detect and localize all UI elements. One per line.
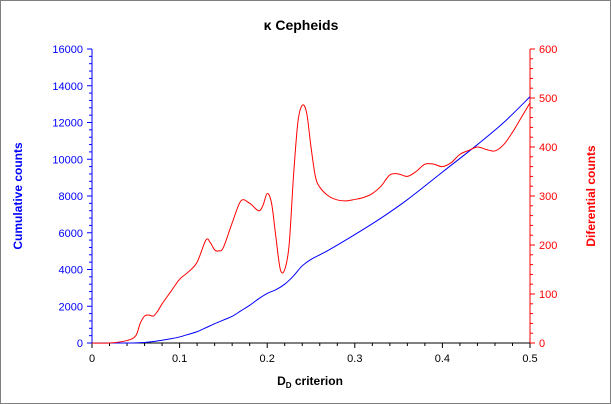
- x-tick-label: 0.4: [435, 353, 450, 365]
- cumulative-counts-line: [92, 96, 531, 344]
- plot-axes: [91, 49, 531, 344]
- differential-counts-line: [91, 102, 531, 344]
- left-y-tick-label: 14000: [52, 81, 83, 93]
- left-y-axis-ticks: 0 2000 4000 6000 8000 10000 12000 14000 16000: [52, 44, 92, 350]
- x-axis-label-rest: criterion: [292, 374, 343, 388]
- right-y-tick-label: 600: [539, 44, 557, 56]
- right-y-tick-label: 300: [539, 191, 557, 203]
- x-axis-label-subscript: D: [286, 381, 292, 390]
- series-lines: [91, 96, 531, 344]
- x-tick-label: 0: [89, 353, 95, 365]
- left-y-tick-label: 0: [77, 338, 83, 350]
- x-axis-label: DD criterion: [277, 374, 343, 390]
- left-y-tick-label: 4000: [59, 265, 83, 277]
- left-y-axis-label: Cumulative counts: [11, 142, 25, 250]
- right-y-tick-label: 100: [539, 289, 557, 301]
- x-axis-ticks: 0 0.1 0.2 0.3 0.4 0.5: [89, 343, 538, 365]
- right-y-tick-label: 0: [539, 338, 545, 350]
- left-y-tick-label: 6000: [59, 228, 83, 240]
- right-y-axis-label: Diferential counts: [584, 145, 598, 247]
- left-y-tick-label: 10000: [52, 154, 83, 166]
- left-y-tick-label: 16000: [52, 44, 83, 56]
- left-y-tick-label: 2000: [59, 301, 83, 313]
- chart-title: κ Cepheids: [264, 17, 339, 33]
- right-y-axis-ticks: 0 100 200 300 400 500 600: [530, 44, 557, 350]
- x-tick-label: 0.2: [260, 353, 275, 365]
- right-y-tick-label: 500: [539, 93, 557, 105]
- right-y-tick-label: 200: [539, 240, 557, 252]
- x-tick-label: 0.1: [172, 353, 187, 365]
- left-y-tick-label: 12000: [52, 118, 83, 130]
- x-tick-label: 0.3: [347, 353, 362, 365]
- x-axis-label-main: D: [277, 374, 286, 388]
- x-tick-label: 0.5: [522, 353, 537, 365]
- right-y-tick-label: 400: [539, 142, 557, 154]
- left-y-tick-label: 8000: [59, 191, 83, 203]
